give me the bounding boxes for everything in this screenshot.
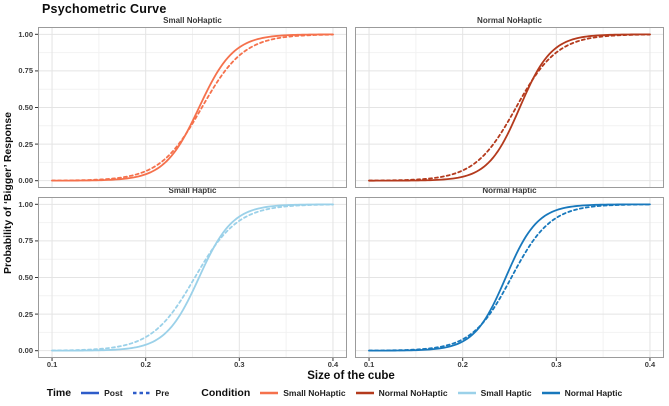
post-solid-line-key-icon (81, 391, 100, 395)
facet-strip-small-haptic: Small Haptic (168, 186, 217, 195)
curve-normal-haptic-pre (368, 203, 651, 352)
normal-haptic-line-key-icon (541, 391, 560, 395)
curve-small-nohaptic-post (51, 33, 334, 182)
x-tick-label: 0.1 (363, 360, 375, 369)
facet-panel-small-nohaptic (35, 27, 347, 188)
facet-strip-normal-nohaptic: Normal NoHaptic (477, 16, 542, 25)
facet-strip-small-nohaptic: Small NoHaptic (163, 16, 222, 25)
chart-title: Psychometric Curve (42, 2, 167, 16)
facet-panel-normal-nohaptic (355, 27, 664, 188)
x-tick-label: 0.2 (457, 360, 468, 369)
legend-item-pre: Pre (132, 388, 169, 398)
facet-panel-small-haptic (35, 197, 347, 361)
legend-item-post: Post (80, 388, 123, 398)
curve-normal-nohaptic-post (368, 33, 651, 182)
normal-nohaptic-line-key-icon (355, 391, 374, 395)
curve-small-nohaptic-pre (51, 33, 334, 182)
curve-normal-nohaptic-pre (368, 33, 651, 182)
small-haptic-line-key-icon (457, 391, 476, 395)
curve-small-haptic-post (51, 203, 334, 352)
x-tick-label: 0.1 (46, 360, 58, 369)
facet-strip-normal-haptic: Normal Haptic (482, 186, 537, 195)
y-axis-title: Probability of ‘Bigger’ Response (2, 111, 14, 274)
legend-item-small-haptic: Small Haptic (457, 388, 532, 398)
x-tick-label: 0.3 (234, 360, 245, 369)
legend-time-title: Time (46, 387, 72, 399)
legend: Time Post Pre Condition Small NoHaptic N… (0, 387, 669, 399)
x-tick-label: 0.4 (327, 360, 339, 369)
legend-item-normal-nohaptic: Normal NoHaptic (355, 388, 448, 398)
x-tick-label: 0.2 (140, 360, 151, 369)
small-nohaptic-line-key-icon (260, 391, 279, 395)
x-tick-label: 0.4 (644, 360, 656, 369)
x-axis-title: Size of the cube (307, 370, 395, 382)
facet-panel-normal-haptic (355, 197, 664, 361)
x-tick-label: 0.3 (551, 360, 562, 369)
pre-dashed-line-key-icon (132, 391, 151, 395)
legend-condition-title: Condition (201, 387, 251, 399)
curve-normal-haptic-post (368, 203, 651, 352)
curve-small-haptic-pre (51, 203, 334, 352)
legend-item-small-nohaptic: Small NoHaptic (259, 388, 346, 398)
legend-item-normal-haptic: Normal Haptic (541, 388, 622, 398)
